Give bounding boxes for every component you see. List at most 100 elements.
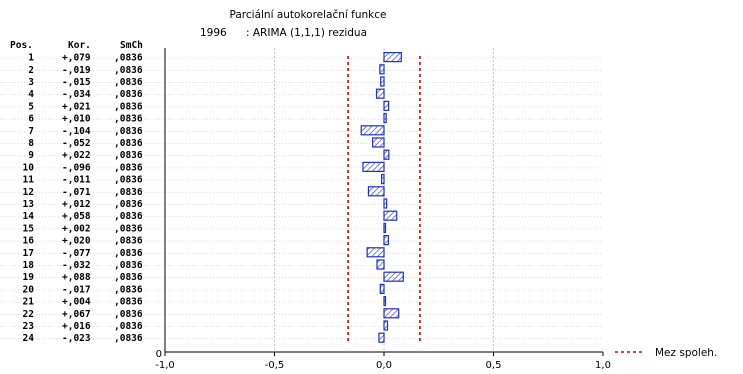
correlation-value: +,058: [62, 211, 91, 222]
std-error-value: ,0836: [114, 284, 143, 295]
std-error-value: ,0836: [114, 309, 143, 320]
bars: [360, 51, 404, 343]
lag-label: 21: [23, 297, 35, 308]
pacf-bar-lag-19: [383, 271, 404, 282]
std-error-value: ,0836: [114, 321, 143, 332]
confidence-limits: [347, 56, 421, 344]
correlation-value: +,020: [62, 236, 91, 247]
chart-title: Parciální autokorelační funkce: [230, 9, 387, 21]
y-tick-zero: 0: [156, 349, 162, 360]
correlation-value: +,010: [62, 114, 91, 125]
correlation-value: +,004: [62, 297, 91, 308]
pacf-bar-lag-20: [379, 283, 385, 294]
correlation-value: -,023: [62, 333, 91, 344]
correlation-value: -,104: [62, 126, 91, 137]
std-error-value: ,0836: [114, 333, 143, 344]
std-error-value: ,0836: [114, 260, 143, 271]
lag-label: 13: [23, 199, 35, 210]
lag-label: 24: [23, 333, 35, 344]
correlation-value: -,011: [62, 175, 91, 186]
std-error-value: ,0836: [114, 297, 143, 308]
pacf-bar-lag-1: [383, 51, 402, 63]
correlation-value: -,017: [62, 284, 91, 295]
pacf-bar-lag-16: [383, 235, 389, 246]
lag-label: 3: [28, 77, 34, 88]
correlation-value: -,032: [62, 260, 91, 271]
std-error-value: ,0836: [114, 53, 143, 64]
correlation-value: +,016: [62, 321, 91, 332]
std-error-value: ,0836: [114, 77, 143, 88]
pacf-bar-lag-11: [380, 174, 385, 185]
column-header-smch: SmCh: [120, 40, 143, 51]
std-error-value: ,0836: [114, 138, 143, 149]
correlation-value: -,019: [62, 65, 91, 76]
pacf-bar-lag-4: [375, 88, 385, 99]
pacf-bar-lag-10: [362, 161, 385, 172]
correlation-value: -,015: [62, 77, 91, 88]
std-error-value: ,0836: [114, 236, 143, 247]
correlation-value: +,088: [62, 272, 91, 283]
pacf-bar-lag-8: [372, 137, 385, 148]
pacf-bar-lag-3: [380, 76, 385, 87]
lag-label: 19: [23, 272, 35, 283]
correlation-value: -,096: [62, 162, 91, 173]
correlation-value: +,021: [62, 101, 91, 112]
std-error-value: ,0836: [114, 126, 143, 137]
std-error-value: ,0836: [114, 89, 143, 100]
pacf-bar-lag-15: [383, 222, 387, 233]
x-tick-label: 0,0: [376, 360, 392, 371]
std-error-value: ,0836: [114, 223, 143, 234]
std-error-value: ,0836: [114, 101, 143, 112]
pacf-bar-lag-18: [376, 259, 385, 270]
correlation-value: +,012: [62, 199, 91, 210]
table-rows: 1 +,079 ,0836 2 -,019 ,0836 3 -,015 ,0836 4 -,034,…: [23, 53, 143, 345]
pacf-bar-lag-7: [360, 125, 385, 136]
lag-label: 7: [28, 126, 34, 137]
lag-label: 16: [23, 236, 35, 247]
correlation-value: -,071: [62, 187, 91, 198]
x-tick-label: -0,5: [265, 360, 285, 371]
lag-label: 2: [28, 65, 34, 76]
x-tick-label: 1,0: [595, 360, 611, 371]
std-error-value: ,0836: [114, 65, 143, 76]
std-error-value: ,0836: [114, 199, 143, 210]
pacf-bar-lag-5: [383, 100, 390, 112]
std-error-value: ,0836: [114, 114, 143, 125]
pacf-bar-lag-23: [383, 320, 389, 331]
pacf-bar-lag-13: [383, 198, 388, 209]
pacf-bar-lag-22: [383, 308, 400, 319]
correlation-value: +,067: [62, 309, 91, 320]
lag-label: 4: [28, 89, 34, 100]
pacf-bar-lag-9: [383, 149, 390, 160]
x-tick-label: 0,5: [486, 360, 502, 371]
lag-label: 5: [28, 101, 34, 112]
std-error-value: ,0836: [114, 187, 143, 198]
lag-label: 14: [23, 211, 35, 222]
lag-label: 11: [23, 175, 35, 186]
lag-label: 17: [23, 248, 34, 259]
x-tick-label: -1,0: [155, 360, 175, 371]
column-header-pos: Pos.: [10, 40, 33, 51]
lag-label: 10: [23, 162, 35, 173]
chart-subtitle-prefix: 1996: [200, 27, 227, 39]
pacf-bar-lag-14: [383, 210, 398, 221]
pacf-bar-lag-12: [367, 186, 385, 197]
correlation-value: +,022: [62, 150, 91, 161]
std-error-value: ,0836: [114, 175, 143, 186]
correlation-value: -,034: [62, 89, 91, 100]
std-error-value: ,0836: [114, 272, 143, 283]
lag-label: 15: [23, 223, 35, 234]
pacf-bar-lag-24: [378, 332, 385, 343]
correlation-value: +,002: [62, 223, 91, 234]
pacf-bar-lag-6: [383, 112, 387, 124]
lag-label: 20: [23, 284, 35, 295]
correlation-value: +,079: [62, 53, 91, 64]
std-error-value: ,0836: [114, 211, 143, 222]
x-axis: -1,0 -0,5 0,0 0,5 1,0: [155, 48, 611, 371]
lag-label: 12: [23, 187, 34, 198]
column-header-kor: Kor.: [68, 40, 91, 51]
lag-label: 6: [28, 114, 34, 125]
lag-label: 23: [23, 321, 35, 332]
std-error-value: ,0836: [114, 150, 143, 161]
